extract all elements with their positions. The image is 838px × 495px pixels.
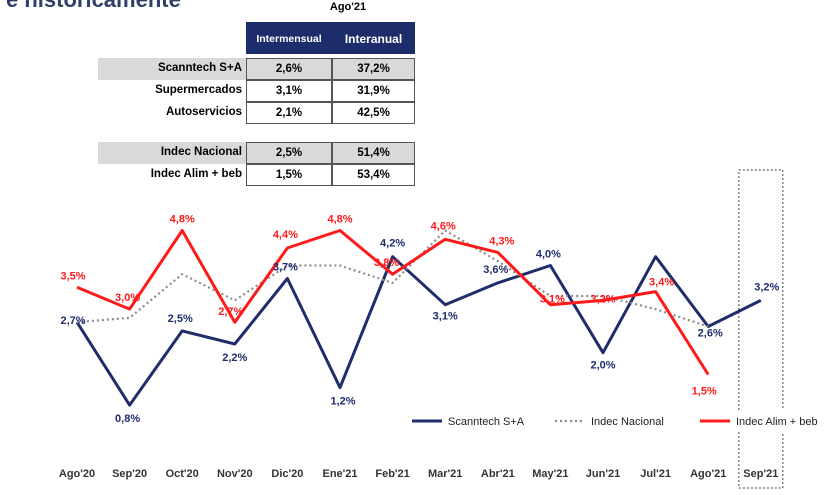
data-label: 1,5%	[692, 386, 717, 398]
column-header-interanual: Interanual	[332, 22, 415, 54]
data-label: 2,6%	[698, 328, 723, 340]
legend-label: Indec Nacional	[591, 416, 664, 428]
cell-supermercados-intermensual: 3,1%	[246, 80, 332, 102]
table-period-label: Ago'21	[329, 1, 367, 13]
cell-supermercados-interanual: 31,9%	[332, 80, 415, 102]
cell-scanntech-intermensual: 2,6%	[246, 58, 332, 80]
cell-autoservicios-interanual: 42,5%	[332, 102, 415, 124]
data-label: 4,3%	[489, 235, 514, 247]
data-label: 3,2%	[754, 281, 779, 293]
data-label: 2,7%	[218, 306, 243, 318]
x-tick-label: Sep'21	[743, 468, 778, 480]
cell-indec-alim-intermensual: 1,5%	[246, 164, 332, 186]
series-line-scanntech-s-a	[75, 255, 762, 407]
highlight-box-Sep'21	[738, 169, 784, 489]
row-label-indec-nacional: Indec Nacional	[98, 142, 246, 164]
x-tick-label: Mar'21	[428, 468, 462, 480]
x-tick-label: Ago'20	[59, 468, 95, 480]
x-tick-label: Jul'21	[640, 468, 671, 480]
series-line-indec-nacional	[76, 229, 709, 328]
data-label: 2,5%	[168, 313, 193, 325]
page-title: e historicamente	[6, 0, 181, 13]
x-tick-label: Oct'20	[166, 468, 199, 480]
data-label: 4,8%	[170, 214, 195, 226]
row-label-scanntech: Scanntech S+A	[98, 58, 246, 80]
x-tick-label: Ago'21	[690, 468, 726, 480]
legend-background	[402, 410, 838, 432]
cell-indec-nacional-interanual: 51,4%	[332, 142, 415, 164]
data-label: 4,0%	[536, 248, 561, 260]
data-label: 1,2%	[330, 396, 355, 408]
cell-scanntech-interanual: 37,2%	[332, 58, 415, 80]
data-label: 3,2%	[590, 293, 615, 305]
legend-label: Indec Alim + beb	[736, 416, 818, 428]
data-label: 0,8%	[115, 413, 140, 425]
data-label: 4,8%	[327, 214, 352, 226]
x-tick-label: Jun'21	[586, 468, 620, 480]
legend-label: Scanntech S+A	[448, 416, 525, 428]
x-tick-label: Ene'21	[322, 468, 357, 480]
column-header-intermensual: Intermensual	[246, 22, 332, 54]
data-label: 4,4%	[273, 229, 298, 241]
data-label: 3,8%	[374, 257, 399, 269]
x-tick-label: Feb'21	[375, 468, 409, 480]
data-label: 3,1%	[433, 311, 458, 323]
data-label: 3,7%	[273, 262, 298, 274]
x-tick-label: Dic'20	[271, 468, 303, 480]
row-label-autoservicios: Autoservicios	[165, 106, 242, 118]
row-label-supermercados: Supermercados	[155, 84, 242, 96]
row-label-indec-alim: Indec Alim + beb	[150, 168, 242, 180]
cell-autoservicios-intermensual: 2,1%	[246, 102, 332, 124]
x-tick-label: Abr'21	[481, 468, 515, 480]
data-label: 2,2%	[222, 352, 247, 364]
data-label: 3,5%	[60, 270, 85, 282]
x-tick-label: May'21	[532, 468, 568, 480]
data-label: 3,4%	[649, 277, 674, 289]
cell-indec-nacional-intermensual: 2,5%	[246, 142, 332, 164]
data-label: 2,0%	[590, 360, 615, 372]
data-label: 4,2%	[380, 238, 405, 250]
x-tick-label: Nov'20	[217, 468, 253, 480]
x-tick-label: Sep'20	[112, 468, 147, 480]
cell-indec-alim-interanual: 53,4%	[332, 164, 415, 186]
data-label: 3,1%	[540, 294, 565, 306]
series-line-indec-alim-beb	[76, 229, 710, 376]
data-label: 4,6%	[431, 220, 456, 232]
data-label: 3,0%	[115, 292, 140, 304]
data-label: 2,7%	[60, 315, 85, 327]
data-label: 3,6%	[483, 264, 508, 276]
